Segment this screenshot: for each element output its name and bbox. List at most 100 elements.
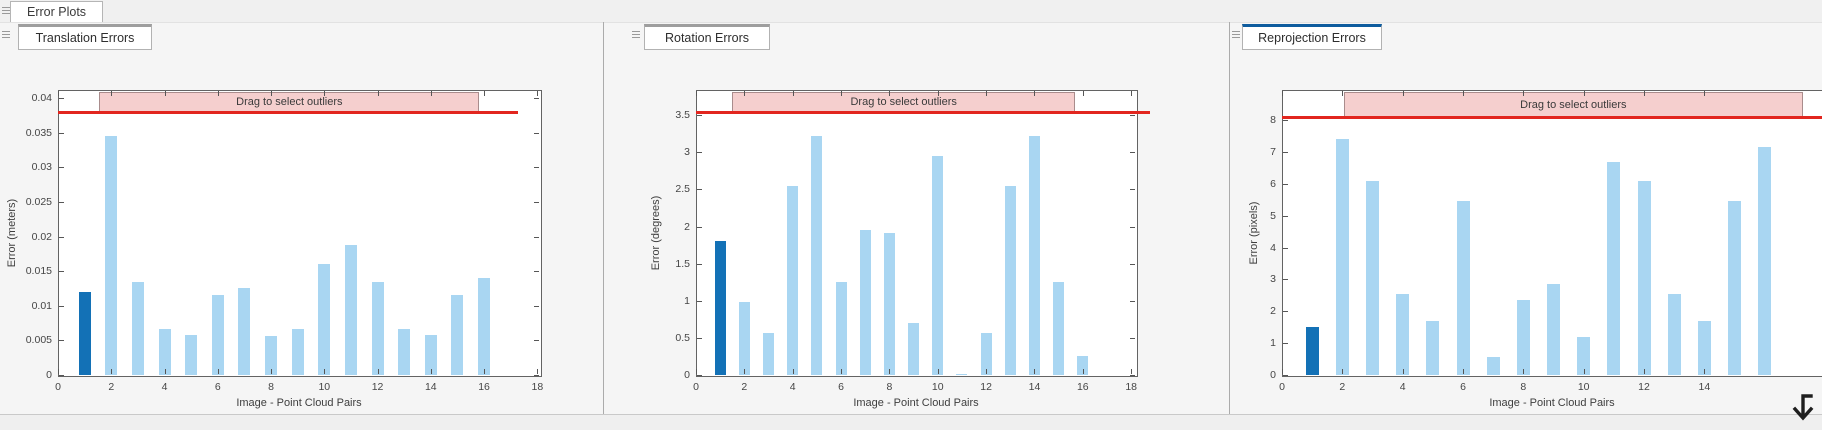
drag-grip-icon[interactable] bbox=[632, 31, 640, 39]
bar-pair-16[interactable] bbox=[478, 278, 491, 375]
y-tick bbox=[59, 340, 64, 342]
y-tick bbox=[59, 375, 64, 376]
y-tick bbox=[59, 98, 64, 100]
bar-pair-6[interactable] bbox=[1456, 201, 1470, 375]
bar-pair-15[interactable] bbox=[1053, 282, 1065, 375]
y-tick-label: 0.02 bbox=[31, 230, 52, 243]
y-tick-label: 0.015 bbox=[25, 265, 52, 278]
bar-pair-9[interactable] bbox=[291, 328, 304, 375]
y-axis-label: Error (degrees) bbox=[650, 195, 662, 270]
bar-pair-2[interactable] bbox=[1335, 139, 1349, 375]
bar-pair-7[interactable] bbox=[859, 230, 871, 375]
bar-pair-1[interactable] bbox=[714, 241, 726, 375]
bar-pair-12[interactable] bbox=[1637, 180, 1651, 375]
x-tick-label: 14 bbox=[1028, 381, 1041, 393]
outlier-threshold-line[interactable] bbox=[1282, 116, 1822, 120]
bar-pair-11[interactable] bbox=[956, 373, 968, 375]
x-tick-label: 12 bbox=[371, 381, 384, 393]
bar-pair-5[interactable] bbox=[1426, 320, 1440, 375]
bar-pair-1[interactable] bbox=[1305, 327, 1319, 375]
x-tick-label: 6 bbox=[214, 381, 221, 393]
drag-select-outliers-banner[interactable]: Drag to select outliers bbox=[732, 92, 1076, 112]
y-tick bbox=[697, 300, 702, 302]
tab-reprojection-errors[interactable]: Reprojection Errors bbox=[1242, 24, 1382, 50]
drag-grip-icon[interactable] bbox=[2, 31, 10, 39]
drag-select-outliers-banner[interactable]: Drag to select outliers bbox=[99, 92, 480, 113]
bar-pair-3[interactable] bbox=[1366, 180, 1379, 375]
panel-translation-errors: Translation Errors 0 0.005 0.01 0.015 0.02 0.0… bbox=[0, 22, 603, 430]
bar-pair-14[interactable] bbox=[1697, 320, 1711, 375]
bar-pair-4[interactable] bbox=[158, 329, 171, 375]
bar-pair-8[interactable] bbox=[1516, 300, 1530, 375]
bar-pair-14[interactable] bbox=[1028, 136, 1040, 375]
x-tick bbox=[1704, 369, 1706, 374]
tab-rotation-errors[interactable]: Rotation Errors bbox=[644, 24, 770, 50]
bar-pair-10[interactable] bbox=[932, 156, 944, 375]
y-tick bbox=[534, 167, 539, 169]
bar-pair-2[interactable] bbox=[738, 302, 750, 375]
y-tick bbox=[59, 132, 64, 134]
bar-pair-3[interactable] bbox=[763, 332, 775, 375]
bar-pair-12[interactable] bbox=[371, 281, 384, 375]
bar-pair-9[interactable] bbox=[1547, 284, 1560, 375]
bar-pair-10[interactable] bbox=[1577, 336, 1591, 375]
bar-pair-6[interactable] bbox=[211, 294, 224, 375]
bar-pair-13[interactable] bbox=[1004, 185, 1016, 375]
banner-label: Drag to select outliers bbox=[236, 96, 343, 109]
bar-pair-4[interactable] bbox=[1396, 293, 1410, 375]
down-arrow-icon[interactable] bbox=[1788, 392, 1816, 428]
bar-pair-5[interactable] bbox=[811, 136, 823, 375]
bar-pair-8[interactable] bbox=[883, 232, 895, 375]
x-tick bbox=[1523, 91, 1525, 96]
x-tick bbox=[1282, 369, 1283, 374]
bar-pair-2[interactable] bbox=[105, 136, 118, 375]
bar-pair-15[interactable] bbox=[1728, 201, 1741, 375]
bar-pair-4[interactable] bbox=[787, 185, 799, 375]
bar-pair-3[interactable] bbox=[131, 281, 144, 375]
x-tick bbox=[164, 91, 166, 96]
y-tick bbox=[1283, 247, 1288, 249]
bar-pair-12[interactable] bbox=[980, 332, 992, 375]
y-tick-label: 0.04 bbox=[31, 92, 52, 105]
y-tick-label: 0.03 bbox=[31, 161, 52, 174]
y-tick-label: 0.5 bbox=[675, 331, 690, 344]
x-tick bbox=[111, 91, 113, 96]
y-axis-label: Error (meters) bbox=[6, 198, 18, 267]
bar-pair-16[interactable] bbox=[1758, 147, 1772, 375]
bar-pair-13[interactable] bbox=[1667, 293, 1681, 375]
x-tick bbox=[430, 91, 432, 96]
drag-grip-icon[interactable] bbox=[2, 7, 10, 15]
drag-select-outliers-banner[interactable]: Drag to select outliers bbox=[1343, 92, 1803, 118]
bar-pair-1[interactable] bbox=[78, 291, 91, 375]
bar-pair-15[interactable] bbox=[451, 294, 464, 375]
bar-pair-5[interactable] bbox=[185, 334, 198, 375]
bar-pair-7[interactable] bbox=[1486, 357, 1500, 375]
x-tick bbox=[1342, 91, 1344, 96]
y-tick bbox=[1130, 152, 1135, 154]
bar-pair-14[interactable] bbox=[424, 334, 437, 375]
outlier-threshold-line[interactable] bbox=[58, 111, 518, 115]
banner-label: Drag to select outliers bbox=[1520, 98, 1627, 111]
bar-pair-9[interactable] bbox=[908, 323, 920, 375]
bar-pair-11[interactable] bbox=[1607, 161, 1621, 375]
bar-pair-8[interactable] bbox=[265, 336, 278, 375]
bar-pair-16[interactable] bbox=[1077, 356, 1089, 375]
bar-pair-13[interactable] bbox=[398, 329, 411, 375]
bar-pair-6[interactable] bbox=[835, 282, 847, 375]
bar-pair-10[interactable] bbox=[318, 264, 331, 375]
y-tick bbox=[697, 115, 702, 117]
bar-pair-7[interactable] bbox=[238, 287, 251, 375]
tab-error-plots[interactable]: Error Plots bbox=[10, 1, 104, 22]
x-tick bbox=[937, 369, 939, 374]
tab-translation-errors[interactable]: Translation Errors bbox=[18, 24, 152, 50]
panel-splitter[interactable] bbox=[603, 22, 604, 414]
x-tick-label: 0 bbox=[1279, 381, 1285, 393]
outlier-threshold-line[interactable] bbox=[696, 110, 1150, 114]
y-axis-label: Error (pixels) bbox=[1248, 201, 1260, 264]
panel-rotation-errors: Rotation Errors 0 0.5 1 1.5 2 2.5 3 3.5 0 2 4 6 8 10 12… bbox=[604, 22, 1229, 430]
bar-pair-11[interactable] bbox=[344, 244, 357, 375]
x-tick bbox=[537, 91, 539, 96]
panel-splitter[interactable] bbox=[1229, 22, 1230, 414]
drag-grip-icon[interactable] bbox=[1232, 31, 1240, 39]
y-tick bbox=[534, 271, 539, 273]
